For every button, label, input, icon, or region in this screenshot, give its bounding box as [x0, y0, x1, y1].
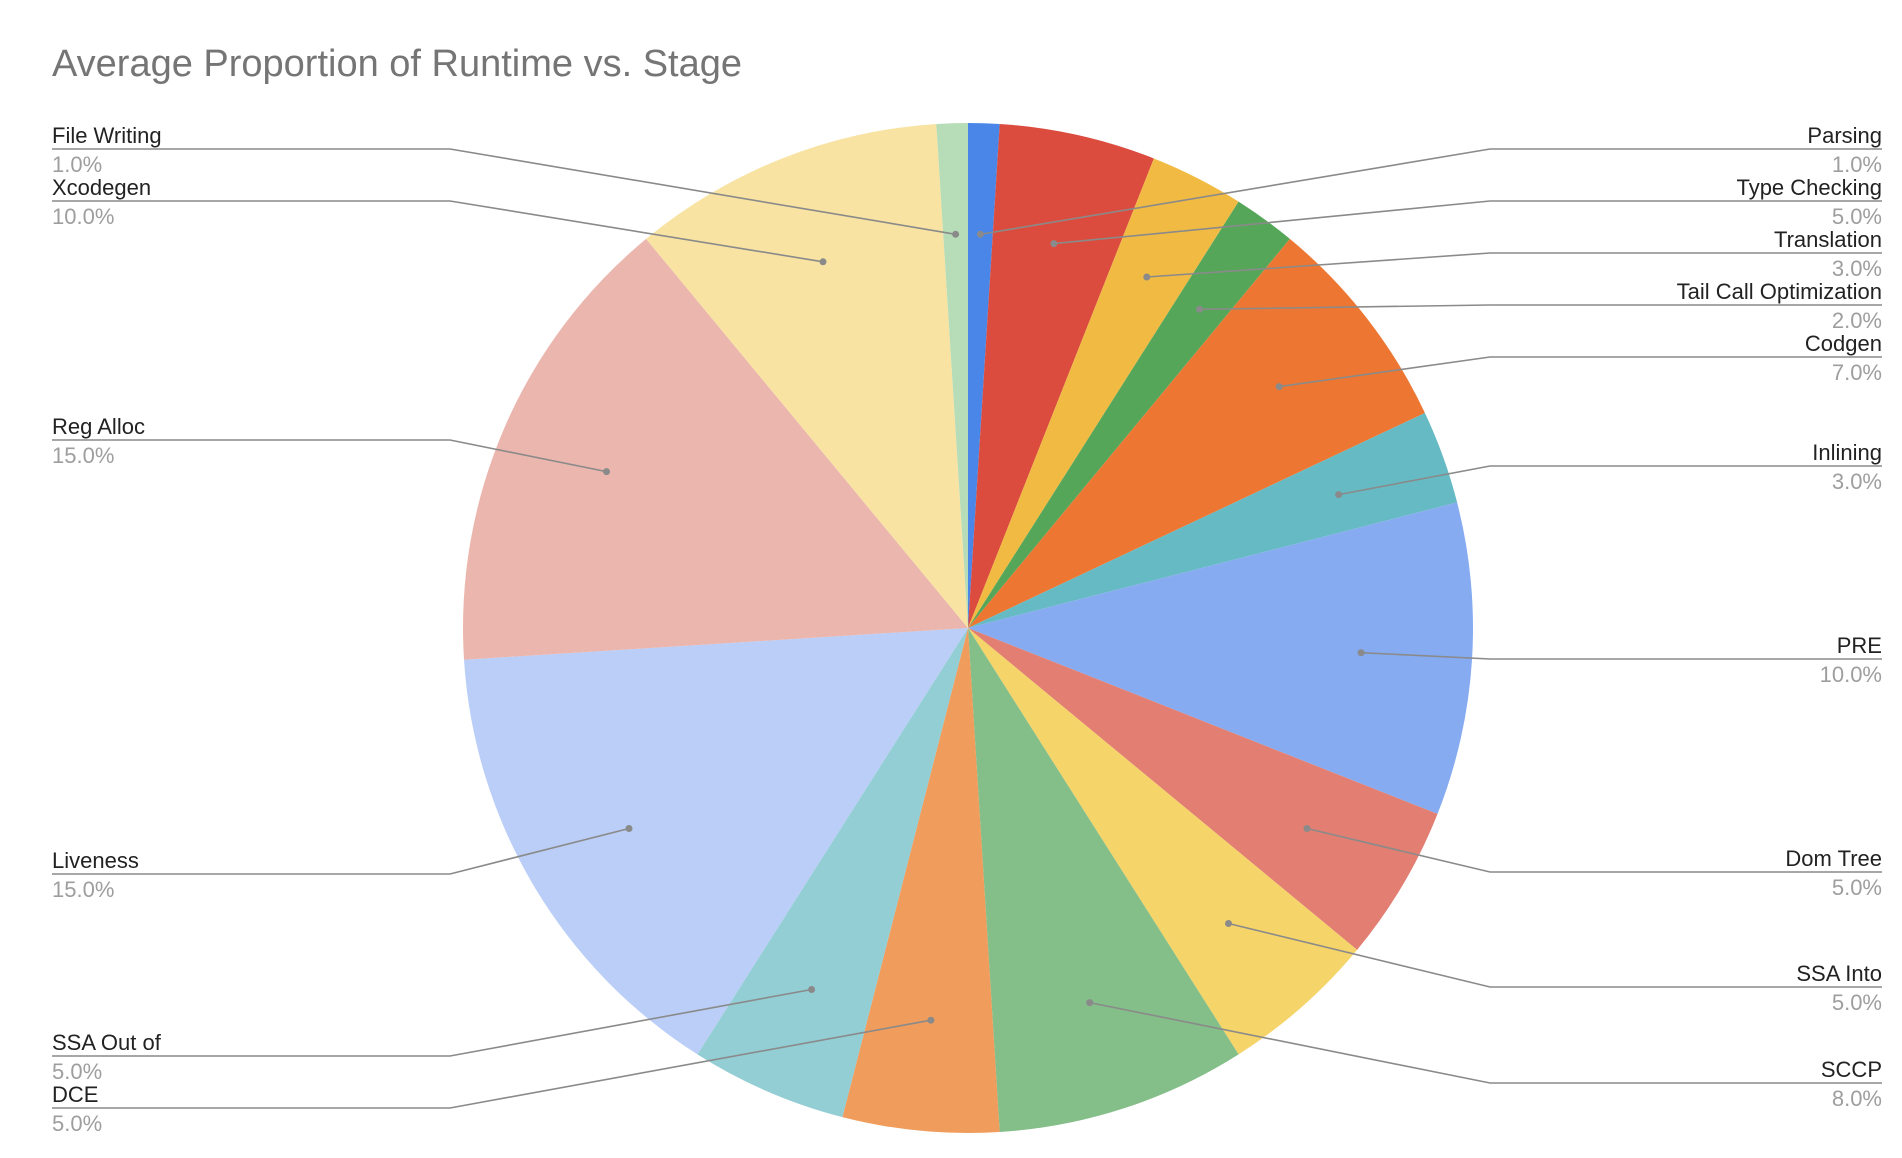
- label-leaders: [52, 148, 1882, 1109]
- leader-line-pre: [1361, 651, 1882, 660]
- slice-value-translation: 3.0%: [1832, 256, 1882, 281]
- leader-line-tail-call-optimization: [1199, 304, 1882, 311]
- leader-line-dce: [52, 1019, 932, 1109]
- leader-dot-file-writing: [952, 230, 960, 238]
- slice-label-parsing: Parsing: [1807, 123, 1882, 148]
- pie-slice-file-writing: [936, 123, 968, 628]
- leader-dot-type-checking: [1050, 240, 1058, 248]
- slice-value-tail-call-optimization: 2.0%: [1832, 308, 1882, 333]
- leader-line-translation: [1146, 252, 1882, 278]
- leader-dot-dom-tree: [1303, 825, 1311, 832]
- pie-slice-pre: [968, 502, 1473, 814]
- leader-dot-codgen: [1275, 383, 1283, 391]
- slice-value-pre: 10.0%: [1820, 662, 1882, 687]
- leader-dot-sccp: [1086, 999, 1094, 1007]
- slice-value-file-writing: 1.0%: [52, 152, 102, 177]
- leader-dot-inlining: [1335, 491, 1343, 499]
- leader-dot-translation: [1143, 273, 1151, 281]
- slice-value-ssa-out-of: 5.0%: [52, 1059, 102, 1084]
- leader-line-reg-alloc: [52, 439, 607, 473]
- leader-dot-ssa-into: [1225, 920, 1232, 927]
- leader-dot-pre: [1357, 649, 1365, 657]
- slice-label-ssa-into: SSA Into: [1796, 961, 1882, 986]
- slice-label-dce: DCE: [52, 1082, 98, 1107]
- leader-line-xcodegen: [52, 200, 824, 263]
- slice-value-parsing: 1.0%: [1832, 152, 1882, 177]
- pie-slice-parsing: [968, 123, 1000, 628]
- slice-value-ssa-into: 5.0%: [1832, 990, 1882, 1015]
- pie-slice-reg-alloc: [463, 238, 968, 660]
- leader-line-file-writing: [52, 148, 956, 236]
- leader-line-ssa-out-of: [52, 988, 812, 1057]
- leader-line-ssa-into: [1228, 922, 1882, 988]
- slice-label-ssa-out-of: SSA Out of: [52, 1030, 162, 1055]
- leader-dot-reg-alloc: [603, 468, 610, 476]
- pie-slice-ssa-into: [968, 628, 1358, 1055]
- pie-slice-dce: [842, 628, 1000, 1133]
- slice-label-xcodegen: Xcodegen: [52, 175, 151, 200]
- pie-slice-tail-call-optimization: [968, 201, 1290, 629]
- pie-slice-ssa-out-of: [697, 628, 968, 1118]
- pie-slice-sccp: [968, 628, 1239, 1132]
- slice-label-type-checking: Type Checking: [1736, 175, 1882, 200]
- pie-slice-xcodegen: [646, 124, 968, 628]
- pie-slice-codgen: [968, 238, 1425, 628]
- pie-slice-type-checking: [968, 124, 1154, 628]
- slice-value-dom-tree: 5.0%: [1832, 875, 1882, 900]
- pie-slices: [463, 123, 1473, 1133]
- slice-label-file-writing: File Writing: [52, 123, 162, 148]
- slice-value-liveness: 15.0%: [52, 877, 114, 902]
- slice-label-pre: PRE: [1837, 633, 1882, 658]
- leader-dot-parsing: [976, 230, 984, 238]
- pie-slice-dom-tree: [968, 628, 1438, 950]
- slice-label-codgen: Codgen: [1805, 331, 1882, 356]
- slice-label-liveness: Liveness: [52, 848, 139, 873]
- leader-line-parsing: [980, 148, 1882, 236]
- slice-label-reg-alloc: Reg Alloc: [52, 414, 145, 439]
- leader-line-type-checking: [1053, 200, 1882, 245]
- leader-line-inlining: [1338, 465, 1882, 496]
- chart-title: Average Proportion of Runtime vs. Stage: [52, 43, 742, 85]
- slice-label-sccp: SCCP: [1821, 1057, 1882, 1082]
- slice-label-dom-tree: Dom Tree: [1785, 846, 1882, 871]
- slice-value-sccp: 8.0%: [1832, 1086, 1882, 1111]
- slice-value-xcodegen: 10.0%: [52, 204, 114, 229]
- leader-line-codgen: [1279, 356, 1882, 388]
- leader-line-liveness: [52, 827, 630, 875]
- leader-dot-tail-call-optimization: [1196, 305, 1203, 313]
- slice-value-reg-alloc: 15.0%: [52, 443, 114, 468]
- leader-dot-dce: [927, 1016, 935, 1024]
- slice-value-type-checking: 5.0%: [1832, 204, 1882, 229]
- leader-line-sccp: [1089, 1001, 1882, 1084]
- leader-dot-xcodegen: [819, 258, 827, 266]
- slice-label-inlining: Inlining: [1812, 440, 1882, 465]
- leader-dot-ssa-out-of: [808, 986, 816, 993]
- leader-line-dom-tree: [1306, 827, 1882, 873]
- pie-slice-inlining: [968, 412, 1458, 628]
- slice-label-translation: Translation: [1774, 227, 1882, 252]
- pie-slice-liveness: [464, 628, 968, 1055]
- slice-value-codgen: 7.0%: [1832, 360, 1882, 385]
- slice-label-tail-call-optimization: Tail Call Optimization: [1677, 279, 1882, 304]
- leader-dot-liveness: [625, 825, 633, 832]
- slice-value-inlining: 3.0%: [1832, 469, 1882, 494]
- slice-value-dce: 5.0%: [52, 1111, 102, 1136]
